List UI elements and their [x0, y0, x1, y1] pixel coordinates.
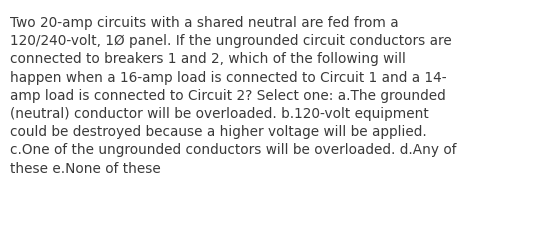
Text: Two 20-amp circuits with a shared neutral are fed from a
120/240-volt, 1Ø panel.: Two 20-amp circuits with a shared neutra… — [10, 16, 456, 175]
